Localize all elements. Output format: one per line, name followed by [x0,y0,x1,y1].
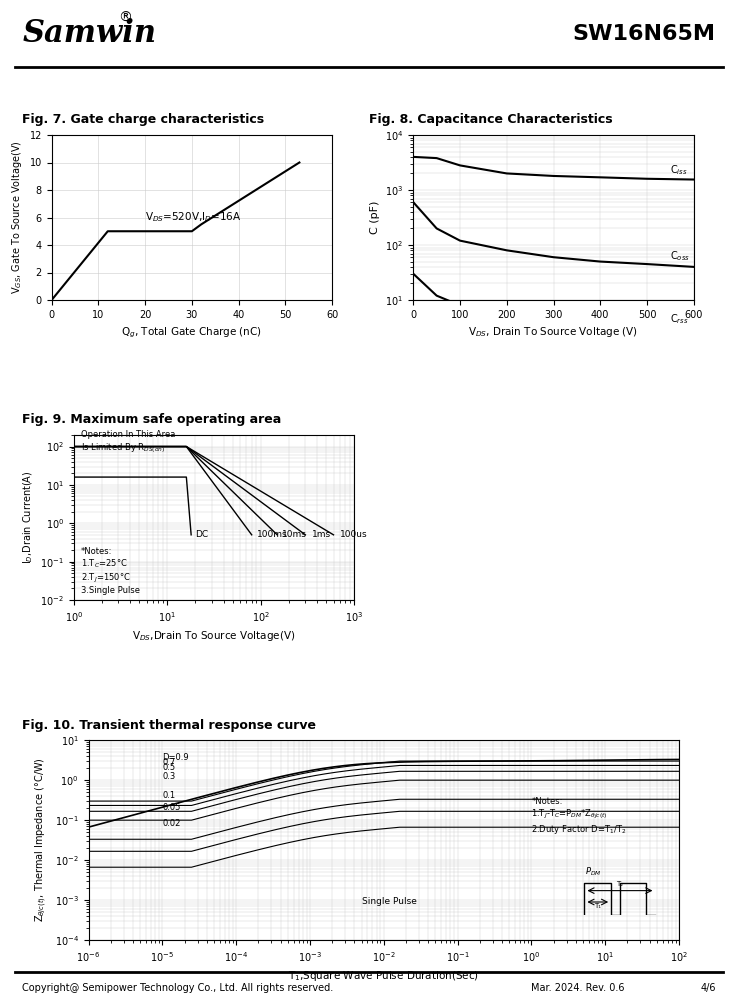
Text: Fig. 8. Capacitance Characteristics: Fig. 8. Capacitance Characteristics [369,113,613,126]
Text: 4/6: 4/6 [700,983,716,993]
Text: $P_{DM}$: $P_{DM}$ [585,865,601,878]
Text: *Notes:
1.T$_C$=25°C
2.T$_J$=150°C
3.Single Pulse: *Notes: 1.T$_C$=25°C 2.T$_J$=150°C 3.Sin… [81,547,140,595]
Text: C$_{rss}$: C$_{rss}$ [670,312,689,326]
Text: 1ms: 1ms [311,530,331,539]
Text: Samwin: Samwin [22,17,156,48]
Text: 0.05: 0.05 [162,803,181,812]
Y-axis label: I$_D$,Drain Current(A): I$_D$,Drain Current(A) [21,471,35,564]
Text: 0.7: 0.7 [162,758,176,767]
X-axis label: V$_{DS}$, Drain To Source Voltage (V): V$_{DS}$, Drain To Source Voltage (V) [469,325,638,339]
Text: DC: DC [196,530,209,539]
Text: *Notes:
1.T$_J$-T$_C$=P$_{DM}$*Z$_{\theta jc(t)}$
2.Duty Factor D=T$_1$/T$_2$: *Notes: 1.T$_J$-T$_C$=P$_{DM}$*Z$_{\thet… [531,797,627,836]
Text: 100ms: 100ms [257,530,287,539]
Text: ®: ® [118,10,132,24]
Y-axis label: Z$_{\theta jc(t)}$, Thermal Impedance (°C/W): Z$_{\theta jc(t)}$, Thermal Impedance (°… [34,758,49,922]
Text: Operation In This Area
Is Limited By R$_{DS(on)}$: Operation In This Area Is Limited By R$_… [81,430,176,455]
Text: SW16N65M: SW16N65M [573,24,716,44]
Text: 0.1: 0.1 [162,791,176,800]
Text: Fig. 9. Maximum safe operating area: Fig. 9. Maximum safe operating area [22,414,281,426]
Text: 0.02: 0.02 [162,819,181,828]
Y-axis label: V$_{GS}$, Gate To Source Voltage(V): V$_{GS}$, Gate To Source Voltage(V) [10,141,24,294]
X-axis label: V$_{DS}$,Drain To Source Voltage(V): V$_{DS}$,Drain To Source Voltage(V) [132,629,296,643]
Text: V$_{DS}$=520V,I$_D$=16A: V$_{DS}$=520V,I$_D$=16A [145,210,242,224]
X-axis label: T$_1$,Square Wave Pulse Duration(Sec): T$_1$,Square Wave Pulse Duration(Sec) [289,969,479,983]
Text: Fig. 7. Gate charge characteristics: Fig. 7. Gate charge characteristics [22,113,264,126]
Text: Mar. 2024. Rev. 0.6: Mar. 2024. Rev. 0.6 [531,983,625,993]
Text: C$_{iss}$: C$_{iss}$ [670,163,688,177]
Y-axis label: C (pF): C (pF) [370,201,379,234]
Text: 100us: 100us [339,530,368,539]
Text: C$_{oss}$: C$_{oss}$ [670,249,690,263]
Text: 0.3: 0.3 [162,772,176,781]
Text: D=0.9: D=0.9 [162,753,189,762]
Text: T₁: T₁ [594,904,601,910]
Text: Single Pulse: Single Pulse [362,897,416,906]
Text: Fig. 10. Transient thermal response curve: Fig. 10. Transient thermal response curv… [22,718,316,732]
X-axis label: Q$_g$, Total Gate Charge (nC): Q$_g$, Total Gate Charge (nC) [122,325,262,340]
Text: 10ms: 10ms [283,530,307,539]
Text: 0.5: 0.5 [162,763,176,772]
Text: Copyright@ Semipower Technology Co., Ltd. All rights reserved.: Copyright@ Semipower Technology Co., Ltd… [22,983,334,993]
Text: T₂: T₂ [616,881,624,887]
